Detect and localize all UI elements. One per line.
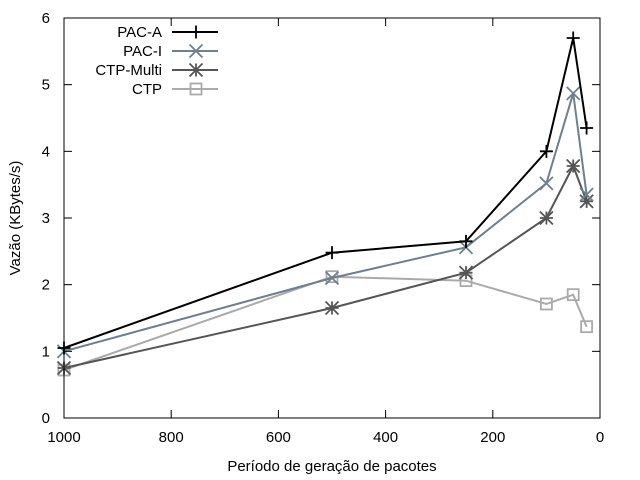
legend-item-ctp: CTP: [132, 81, 218, 98]
data-point-pac-a: [459, 234, 473, 248]
series-pac-a: [57, 31, 594, 355]
legend-label: CTP-Multi: [95, 62, 162, 79]
y-tick-label: 4: [42, 143, 50, 160]
y-tick-label: 3: [42, 210, 50, 227]
data-point-ctp-multi: [458, 265, 474, 280]
data-point-ctp-multi: [579, 194, 594, 209]
series-line-ctp-multi: [63, 163, 588, 369]
data-point-ctp-multi: [324, 300, 340, 316]
x-tick-label: 600: [266, 429, 291, 446]
data-point-pac-i: [566, 86, 581, 101]
x-tick-label: 1000: [47, 429, 80, 446]
data-point-ctp: [580, 320, 593, 334]
legend-item-pac-a: PAC-A: [117, 24, 218, 41]
data-point-pac-i: [579, 187, 594, 202]
data-point-pac-a: [566, 31, 580, 45]
legend-label: PAC-I: [123, 43, 162, 60]
legend: PAC-A PAC-I CTP-Multi CTP: [95, 24, 218, 98]
legend-marker: [189, 25, 203, 39]
x-tick-label: 0: [596, 429, 604, 446]
y-tick-label: 1: [42, 343, 50, 360]
legend-marker: [188, 43, 204, 59]
data-point-ctp-multi: [566, 158, 581, 174]
data-point-ctp-multi: [539, 210, 554, 226]
legend-label: PAC-A: [117, 24, 162, 41]
y-axis-ticks: 0 1 2 3 4 5 6: [42, 10, 600, 427]
y-tick-label: 2: [42, 277, 50, 294]
series-ctp: [57, 270, 593, 377]
data-point-ctp: [566, 288, 580, 302]
series-line-ctp: [63, 275, 588, 371]
data-point-pac-a: [580, 121, 594, 135]
data-point-pac-i: [324, 270, 340, 286]
legend-label: CTP: [132, 81, 162, 98]
data-point-pac-a: [539, 144, 553, 158]
y-tick-label: 5: [42, 77, 50, 94]
y-tick-label: 0: [42, 410, 50, 427]
x-tick-label: 400: [373, 429, 398, 446]
data-point-pac-a: [325, 246, 339, 260]
legend-marker: [188, 62, 204, 78]
series-pac-i: [56, 86, 594, 359]
y-axis-label: Vazão (KBytes/s): [7, 161, 24, 276]
y-tick-label: 6: [42, 10, 50, 27]
series-line-pac-a: [63, 37, 588, 349]
x-axis-label: Período de geração de pacotes: [227, 458, 436, 475]
legend-item-pac-i: PAC-I: [123, 43, 218, 60]
x-tick-label: 200: [480, 429, 505, 446]
legend-item-ctp-multi: CTP-Multi: [95, 62, 218, 79]
x-axis-ticks: 1000 800 600 400 200 0: [47, 18, 604, 446]
legend-marker: [189, 82, 203, 96]
data-point-pac-i: [539, 176, 554, 191]
series-line-pac-i: [63, 93, 588, 353]
series-ctp-multi: [56, 158, 594, 376]
data-point-ctp: [540, 297, 553, 311]
x-tick-label: 800: [159, 429, 184, 446]
